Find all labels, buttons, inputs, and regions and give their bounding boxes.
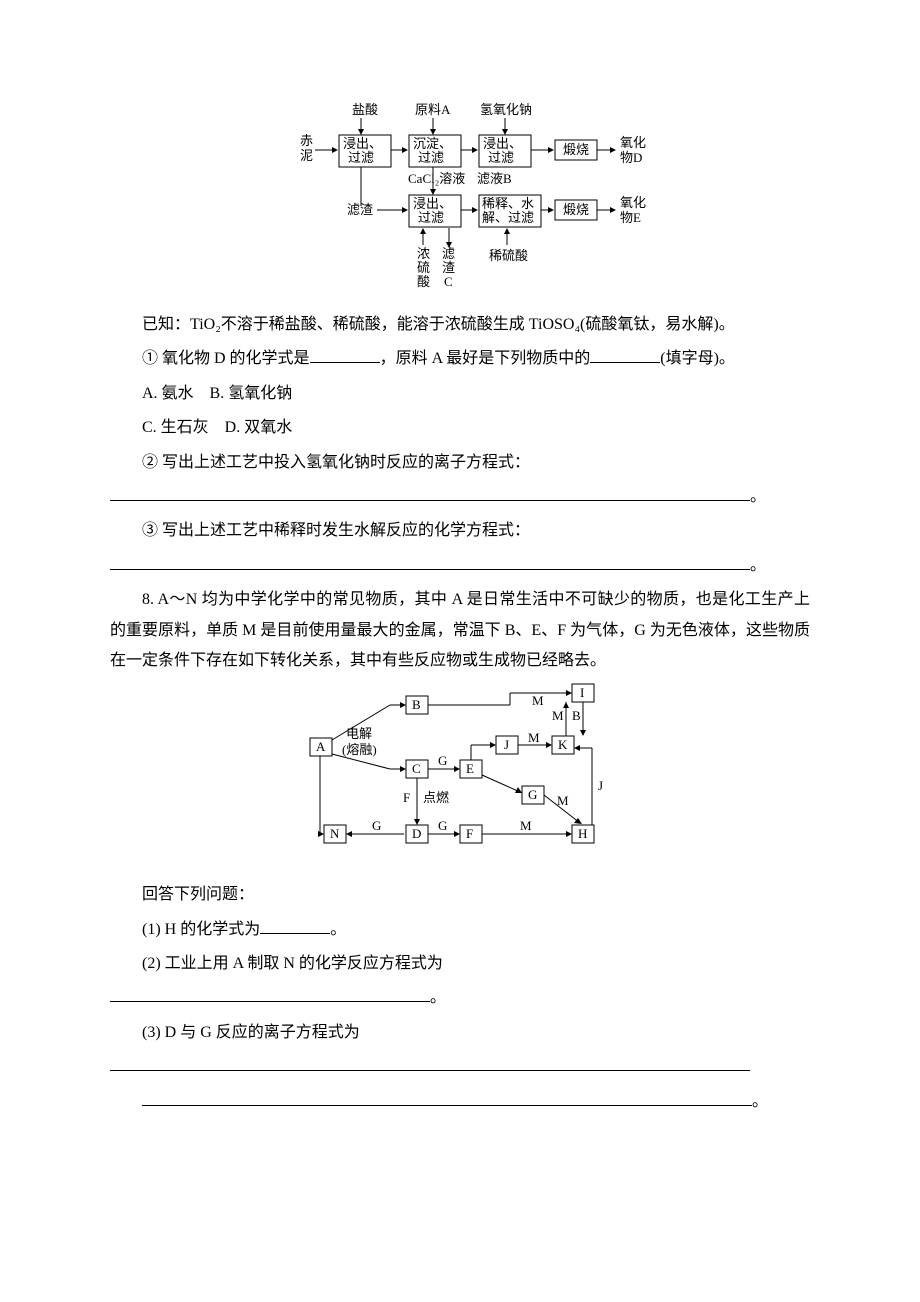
d1-out1a: 氧化 [620,135,646,150]
d1-bl3: 稀硫酸 [489,248,528,263]
d1-b22a: 稀释、水 [482,196,534,211]
q8: 8. A～N 均为中学化学中的常见物质，其中 A 是日常生活中不可缺少的物质，也… [110,585,810,676]
blank-line-5: 。 [110,1087,810,1117]
svg-text:M: M [520,818,532,833]
svg-text:J: J [598,778,603,793]
q8-1a: (1) H 的化学式为 [142,921,260,938]
p3: ② 写出上述工艺中投入氢氧化钠时反应的离子方程式： [110,448,810,478]
blank-line-1: 。 [110,482,810,512]
p2c: (填字母)。 [660,350,735,367]
svg-text:C: C [444,274,453,289]
blank-line-2: 。 [110,551,810,581]
p2b: ，原料 A 最好是下列物质中的 [380,350,591,367]
diagram-2: A B C D E F G H I J K N 电解 [110,680,810,860]
svg-text:(熔融): (熔融) [342,742,377,757]
svg-text:E: E [466,761,474,776]
q8-1: (1) H 的化学式为 。 [110,915,810,945]
blank-2 [590,346,660,363]
p4: ③ 写出上述工艺中稀释时发生水解反应的化学方程式： [110,516,810,546]
q8-3: (3) D 与 G 反应的离子方程式为 [110,1018,810,1048]
svg-text:浓: 浓 [417,246,430,261]
d1-lbl-rawA: 原料A [415,102,451,117]
svg-text:M: M [557,793,569,808]
svg-text:F: F [466,826,473,841]
p2: ① 氧化物 D 的化学式是 ，原料 A 最好是下列物质中的 (填字母)。 [110,344,810,374]
d1-left1: 赤 [300,133,313,148]
svg-text:A: A [316,739,326,754]
d1-b14: 煅烧 [563,142,589,157]
svg-text:N: N [330,826,340,841]
svg-text:K: K [558,737,568,752]
svg-text:H: H [578,826,587,841]
d1-out2b: 物E [620,210,641,225]
d1-lz: 滤渣 [347,202,373,217]
svg-text:硫: 硫 [417,260,430,275]
optC: C. 生石灰 D. 双氧水 [110,413,810,443]
svg-text:J: J [504,737,509,752]
d1-b12b: 过滤 [418,150,444,165]
svg-text:酸: 酸 [417,274,430,289]
blank-3 [260,917,330,934]
svg-text:M: M [532,693,544,708]
ans: 回答下列问题： [110,880,810,910]
diagram-2-svg: A B C D E F G H I J K N 电解 [280,680,640,860]
svg-text:电解: 电解 [346,726,372,741]
svg-text:M: M [528,730,540,745]
d1-cacl2: CaCl₂溶液 [408,171,465,186]
p2a: ① 氧化物 D 的化学式是 [142,350,310,367]
svg-text:G: G [528,787,537,802]
d1-b21a: 浸出、 [413,196,452,211]
d1-out1b: 物D [620,150,642,165]
d1-b22b: 解、过滤 [482,210,534,225]
blank-1 [310,346,380,363]
svg-text:G: G [438,818,447,833]
d1-b13a: 浸出、 [483,136,522,151]
svg-text:B: B [412,697,421,712]
d1-left2: 泥 [300,148,313,163]
d1-b13b: 过滤 [488,150,514,165]
d1-b11b: 过滤 [348,150,374,165]
d1-lyB: 滤液B [477,171,512,186]
svg-text:点燃: 点燃 [423,790,449,805]
diagram-1: 盐酸 原料A 氢氧化钠 赤 泥 浸出、过滤 沉淀、过滤 浸出、过滤 煅烧 氧化物… [110,100,810,290]
svg-text:M: M [552,708,564,723]
d1-lbl-hcl: 盐酸 [352,102,378,117]
d1-b11a: 浸出、 [343,136,382,151]
q8-2: (2) 工业上用 A 制取 N 的化学反应方程式为 [110,949,810,979]
q8-1b: 。 [330,921,346,938]
svg-text:I: I [580,685,584,700]
d1-b21b: 过滤 [418,210,444,225]
svg-text:渣: 渣 [442,260,455,275]
optA: A. 氨水 B. 氢氧化钠 [110,379,810,409]
d1-out2a: 氧化 [620,195,646,210]
svg-text:D: D [412,826,421,841]
d1-b12a: 沉淀、 [413,136,452,151]
svg-text:F: F [403,790,410,805]
diagram-1-svg: 盐酸 原料A 氢氧化钠 赤 泥 浸出、过滤 沉淀、过滤 浸出、过滤 煅烧 氧化物… [245,100,675,290]
svg-text:G: G [438,753,447,768]
svg-text:B: B [572,708,581,723]
d1-b23: 煅烧 [563,202,589,217]
svg-text:G: G [372,818,381,833]
svg-text:C: C [412,761,421,776]
svg-text:滤: 滤 [442,246,455,261]
blank-line-3: 。 [110,983,810,1013]
p1: 已知：TiO₂不溶于稀盐酸、稀硫酸，能溶于浓硫酸生成 TiOSO₄(硫酸氧钛，易… [110,310,810,340]
d1-lbl-naoh: 氢氧化钠 [480,102,532,117]
blank-line-4 [110,1052,810,1082]
